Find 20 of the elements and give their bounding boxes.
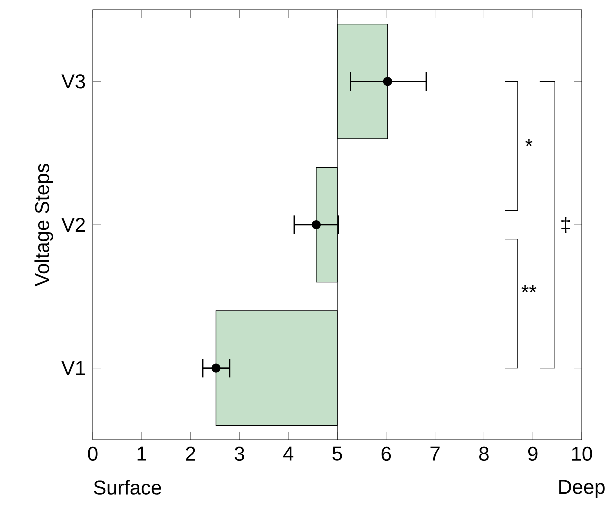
x-tick-label: 9 [528, 446, 538, 462]
x-tick-label: 10 [572, 446, 592, 462]
x-tick-label: 8 [480, 446, 489, 462]
annotation: ** [522, 285, 537, 293]
text: Surface [94, 480, 162, 495]
y-axis-title: Voltage Steps [34, 164, 54, 287]
x-tick-label: 4 [284, 446, 294, 461]
text: Deep [560, 480, 605, 498]
x-tick-label: 5 [332, 446, 342, 461]
x-tick-label: 3 [234, 446, 244, 462]
x-tick-label: 7 [430, 446, 440, 461]
x-tick-label: 6 [382, 446, 392, 462]
x-tick-label: 2 [186, 446, 196, 461]
x-tick-label: 0 [88, 446, 98, 462]
y-tick-label: V2 [62, 218, 86, 232]
y-tick-label: V1 [62, 361, 86, 376]
x-tick-label: 1 [138, 446, 146, 461]
y-tick-label: V3 [62, 74, 86, 89]
annotation: * [526, 139, 533, 146]
annotation: ‡ [562, 217, 570, 233]
